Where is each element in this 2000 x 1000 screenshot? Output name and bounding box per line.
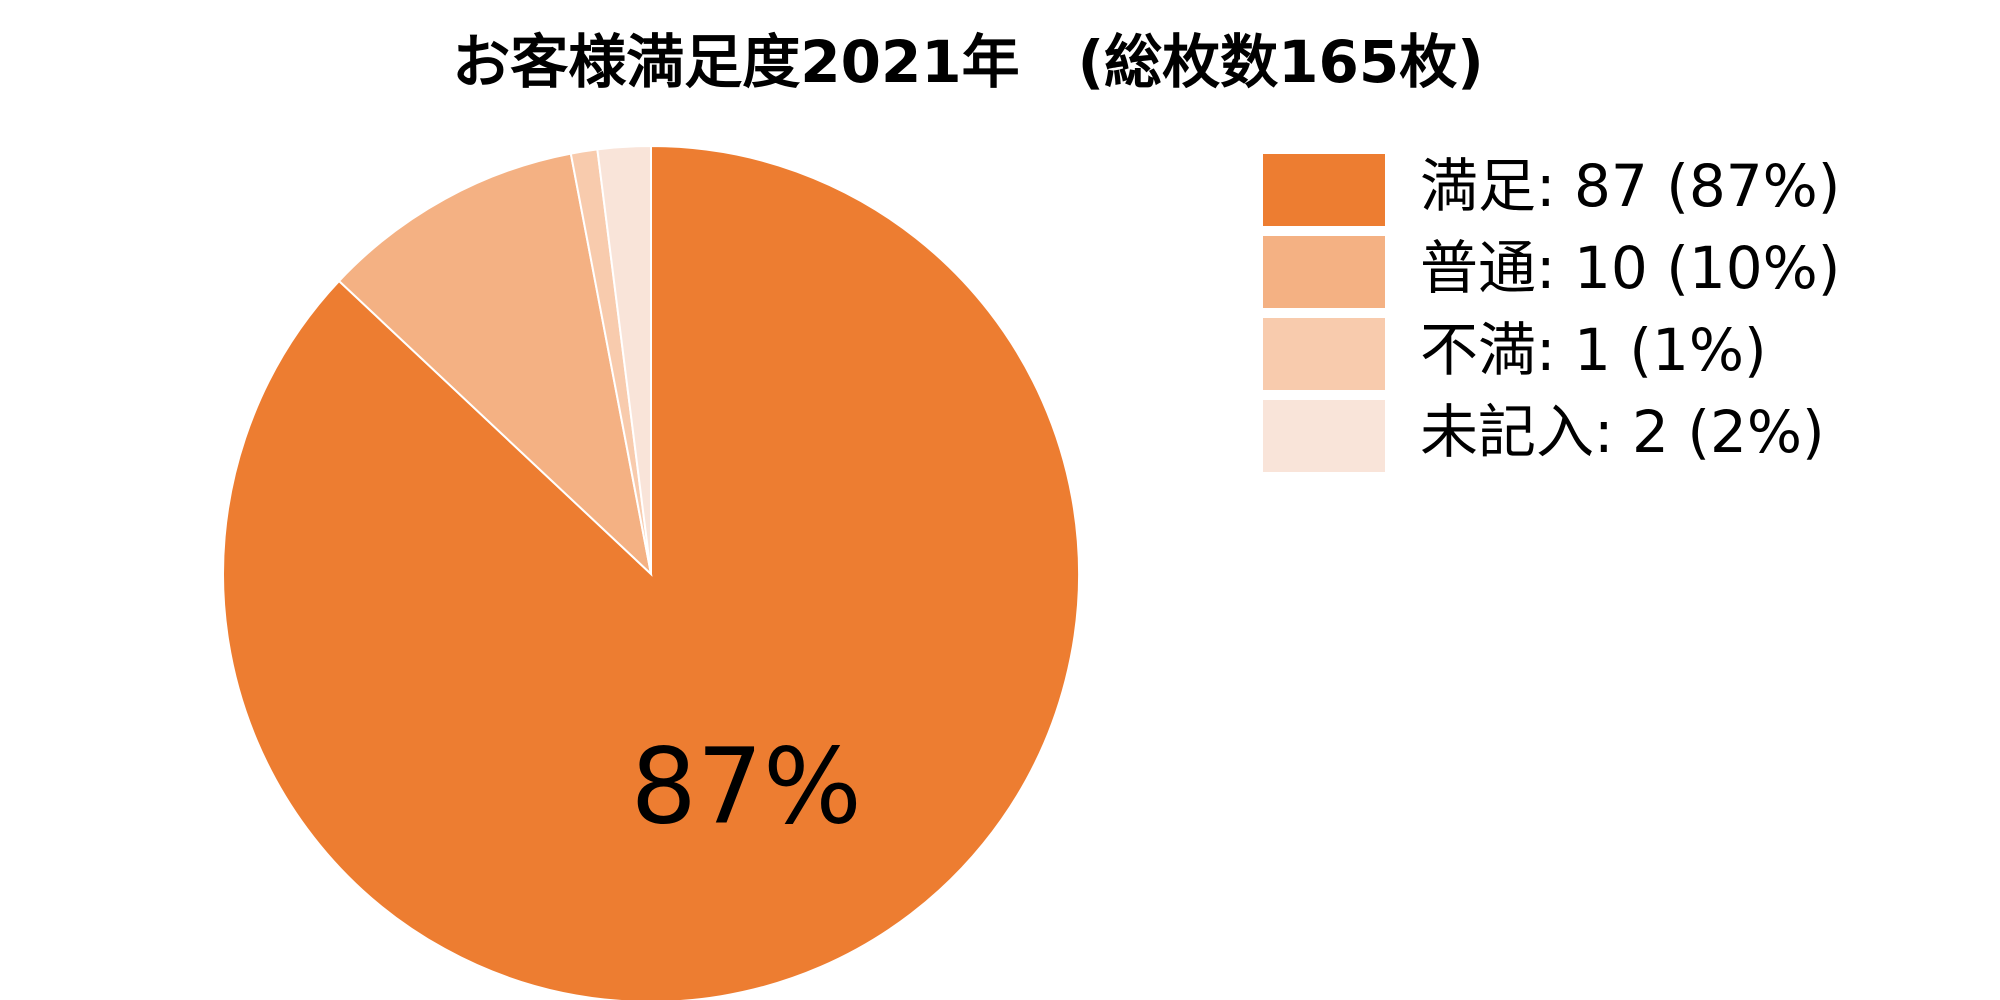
chart-title: お客様満足度2021年 (総枚数165枚)	[452, 28, 1484, 96]
legend-label: 満足: 87 (87%)	[1420, 152, 1840, 220]
data-label: 87%	[631, 725, 862, 847]
pie-slice	[596, 144, 652, 575]
legend-label: 普通: 10 (10%)	[1420, 234, 1840, 302]
legend-swatch	[1263, 318, 1385, 390]
legend-label: 未記入: 2 (2%)	[1420, 398, 1825, 466]
pie-slice	[337, 152, 653, 577]
legend-label: 不満: 1 (1%)	[1420, 316, 1767, 384]
legend-swatch	[1263, 236, 1385, 308]
legend-swatch	[1263, 400, 1385, 472]
legend-swatch	[1263, 154, 1385, 226]
